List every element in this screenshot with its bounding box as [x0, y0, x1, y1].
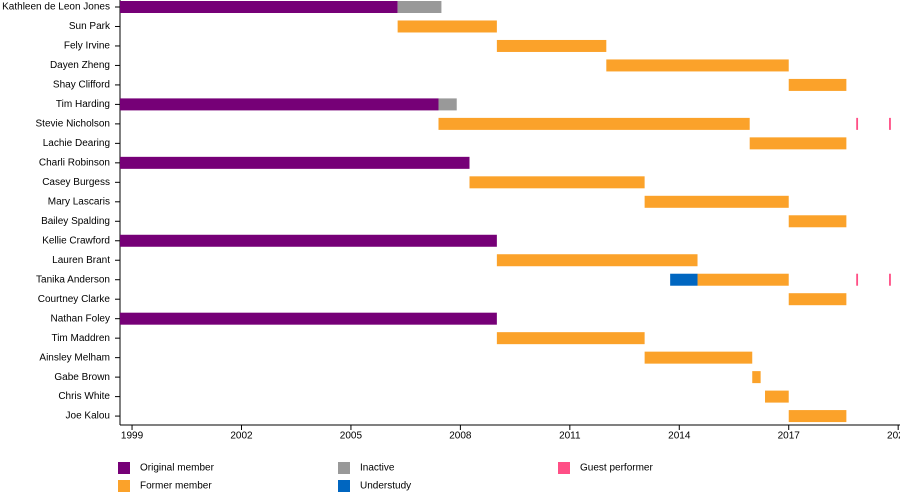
- row-label: Dayen Zheng: [50, 60, 110, 71]
- bar: [644, 195, 789, 208]
- bar: [889, 117, 891, 130]
- legend-label: Understudy: [360, 481, 411, 492]
- bar: [788, 293, 847, 306]
- bar: [120, 98, 439, 111]
- bar: [606, 59, 789, 72]
- row-label: Tim Maddren: [51, 333, 110, 344]
- row-label: Tim Harding: [56, 99, 110, 110]
- row-label: Stevie Nicholson: [36, 119, 110, 130]
- bar: [496, 39, 607, 52]
- legend-label: Inactive: [360, 463, 395, 474]
- bar: [856, 273, 859, 286]
- row-label: Mary Lascaris: [48, 196, 110, 207]
- row-label: Bailey Spalding: [41, 216, 110, 227]
- row-label: Gabe Brown: [54, 372, 110, 383]
- bar: [644, 351, 753, 364]
- row-label: Charli Robinson: [39, 157, 110, 168]
- x-tick-label: 2005: [340, 431, 363, 442]
- x-tick-label: 2017: [778, 431, 801, 442]
- bar: [788, 78, 847, 91]
- x-tick-label: 2008: [449, 431, 472, 442]
- legend-label: Former member: [140, 481, 212, 492]
- bar: [765, 390, 789, 403]
- x-tick-label: 2020: [887, 431, 900, 442]
- legend-label: Guest performer: [580, 463, 653, 474]
- bar: [120, 234, 497, 247]
- bar: [397, 20, 497, 33]
- row-label: Kellie Crawford: [42, 235, 110, 246]
- bar: [496, 332, 645, 345]
- row-label: Casey Burgess: [42, 177, 110, 188]
- x-tick-label: 2011: [559, 431, 581, 442]
- bar: [749, 137, 847, 150]
- x-tick-label: 2002: [230, 431, 253, 442]
- bar: [496, 254, 698, 267]
- bar: [469, 176, 645, 189]
- row-label: Courtney Clarke: [38, 294, 111, 305]
- row-label: Shay Clifford: [53, 80, 110, 91]
- legend-swatch: [338, 480, 350, 492]
- legend-label: Original member: [140, 463, 215, 474]
- row-label: Kathleen de Leon Jones: [2, 2, 110, 13]
- bar: [788, 410, 847, 423]
- row-label: Lachie Dearing: [43, 138, 110, 149]
- bar: [438, 117, 750, 130]
- row-label: Sun Park: [69, 21, 111, 32]
- row-label: Joe Kalou: [66, 411, 110, 422]
- bar: [752, 371, 761, 384]
- bar: [670, 273, 698, 286]
- x-tick-label: 1999: [121, 431, 144, 442]
- row-label: Nathan Foley: [51, 313, 110, 324]
- bar: [438, 98, 457, 111]
- bar: [889, 273, 891, 286]
- row-label: Fely Irvine: [64, 41, 111, 52]
- bar: [120, 1, 398, 13]
- x-tick-label: 2014: [668, 431, 691, 442]
- bar: [856, 117, 859, 130]
- legend-swatch: [558, 462, 570, 474]
- bar: [120, 312, 497, 325]
- row-label: Chris White: [58, 391, 110, 402]
- bar: [788, 215, 847, 228]
- legend-swatch: [338, 462, 350, 474]
- row-label: Tanika Anderson: [36, 274, 110, 285]
- legend-swatch: [118, 462, 130, 474]
- bar: [697, 273, 789, 286]
- legend-swatch: [118, 480, 130, 492]
- bar: [120, 156, 470, 169]
- bar: [397, 1, 442, 13]
- row-label: Lauren Brant: [52, 255, 110, 266]
- row-label: Ainsley Melham: [39, 352, 110, 363]
